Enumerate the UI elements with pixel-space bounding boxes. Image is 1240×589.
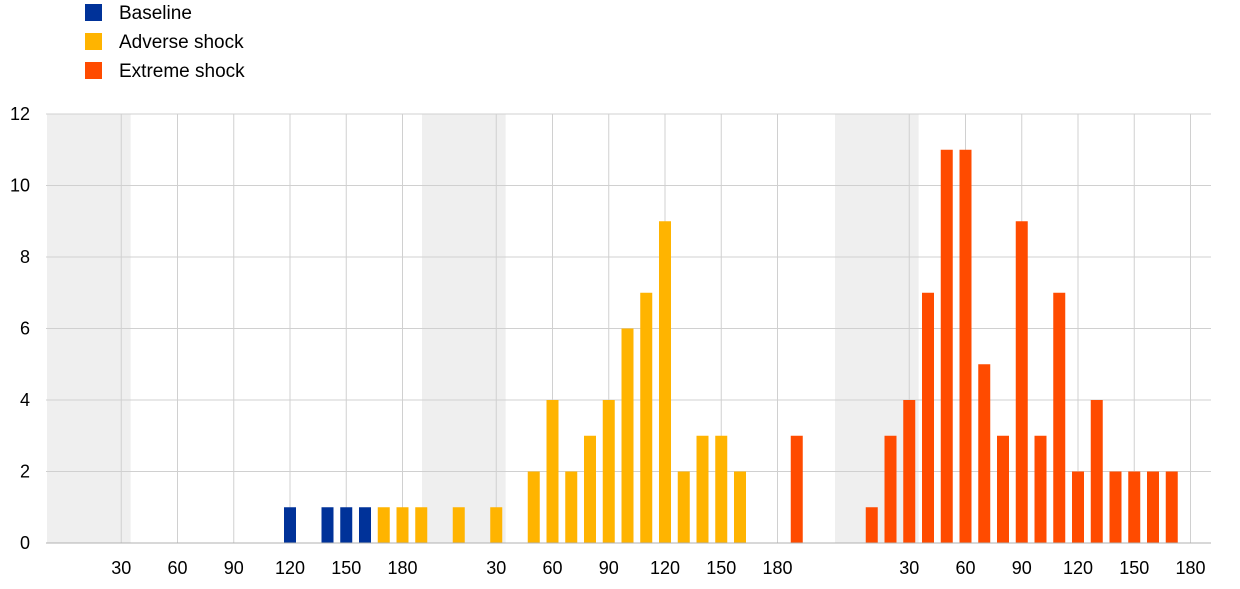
bar-extreme-shock bbox=[790, 435, 803, 543]
x-tick-label: 180 bbox=[1175, 558, 1205, 578]
x-tick-label: 30 bbox=[486, 558, 506, 578]
bar-adverse-shock bbox=[640, 292, 653, 543]
bar-adverse-shock bbox=[602, 400, 615, 543]
bar-extreme-shock bbox=[1090, 400, 1103, 543]
bar-baseline bbox=[340, 507, 353, 543]
y-tick-label: 4 bbox=[20, 390, 30, 410]
x-tick-label: 150 bbox=[1119, 558, 1149, 578]
x-tick-label: 30 bbox=[899, 558, 919, 578]
bar-baseline bbox=[359, 507, 371, 543]
y-tick-label: 8 bbox=[20, 247, 30, 267]
bar-extreme-shock bbox=[997, 435, 1009, 543]
y-tick-label: 12 bbox=[10, 104, 30, 124]
bar-extreme-shock bbox=[922, 292, 934, 543]
x-tick-label: 150 bbox=[706, 558, 736, 578]
bar-adverse-shock bbox=[715, 435, 728, 543]
bar-extreme-shock bbox=[903, 400, 916, 543]
bar-adverse-shock bbox=[415, 507, 428, 543]
legend-label: Baseline bbox=[119, 3, 192, 24]
bar-extreme-shock bbox=[1109, 471, 1122, 543]
x-tick-label: 150 bbox=[331, 558, 361, 578]
x-tick-label: 90 bbox=[224, 558, 244, 578]
x-tick-label: 60 bbox=[955, 558, 975, 578]
x-tick-label: 120 bbox=[275, 558, 305, 578]
x-tick-label: 90 bbox=[599, 558, 619, 578]
bar-extreme-shock bbox=[1165, 471, 1178, 543]
legend-label: Extreme shock bbox=[119, 61, 245, 82]
bars bbox=[284, 149, 1178, 543]
y-tick-label: 2 bbox=[20, 462, 30, 482]
bar-baseline bbox=[284, 507, 296, 543]
x-tick-label: 120 bbox=[1063, 558, 1093, 578]
bar-adverse-shock bbox=[734, 471, 746, 543]
bar-extreme-shock bbox=[1053, 292, 1066, 543]
bar-adverse-shock bbox=[659, 221, 671, 543]
bar-extreme-shock bbox=[959, 149, 972, 543]
bar-adverse-shock bbox=[452, 507, 465, 543]
bar-adverse-shock bbox=[490, 507, 503, 543]
x-tick-label: 90 bbox=[1012, 558, 1032, 578]
legend: Baseline Adverse shock Extreme shock bbox=[85, 3, 245, 82]
x-tick-label: 60 bbox=[167, 558, 187, 578]
bar-extreme-shock bbox=[1128, 471, 1141, 543]
y-tick-label: 10 bbox=[10, 176, 30, 196]
legend-swatch bbox=[85, 62, 102, 79]
bar-extreme-shock bbox=[940, 149, 953, 543]
bar-adverse-shock bbox=[565, 471, 578, 543]
bar-extreme-shock bbox=[1034, 435, 1047, 543]
bar-adverse-shock bbox=[621, 328, 634, 543]
y-tick-label: 6 bbox=[20, 319, 30, 339]
bar-adverse-shock bbox=[527, 471, 540, 543]
bar-adverse-shock bbox=[584, 435, 596, 543]
bar-adverse-shock bbox=[396, 507, 409, 543]
x-tick-label: 60 bbox=[542, 558, 562, 578]
legend-swatch bbox=[85, 33, 102, 50]
bar-extreme-shock bbox=[884, 435, 897, 543]
x-tick-label: 180 bbox=[762, 558, 792, 578]
axes: 0 2 4 6 8 10 12 30 60 90 120 150 180 30 60 90 120 150 180 3… bbox=[10, 104, 1211, 578]
bar-adverse-shock bbox=[677, 471, 690, 543]
x-tick-label: 30 bbox=[111, 558, 131, 578]
legend-swatch bbox=[85, 4, 102, 21]
bar-extreme-shock bbox=[1147, 471, 1159, 543]
bar-adverse-shock bbox=[696, 435, 709, 543]
bar-extreme-shock bbox=[865, 507, 878, 543]
bar-adverse-shock bbox=[546, 400, 559, 543]
legend-label: Adverse shock bbox=[119, 32, 244, 53]
bar-adverse-shock bbox=[377, 507, 390, 543]
x-tick-label: 120 bbox=[650, 558, 680, 578]
x-tick-label: 180 bbox=[387, 558, 417, 578]
bar-extreme-shock bbox=[978, 364, 991, 543]
bar-extreme-shock bbox=[1015, 221, 1028, 543]
y-tick-label: 0 bbox=[20, 533, 30, 553]
bar-extreme-shock bbox=[1072, 471, 1084, 543]
bar-baseline bbox=[321, 507, 334, 543]
